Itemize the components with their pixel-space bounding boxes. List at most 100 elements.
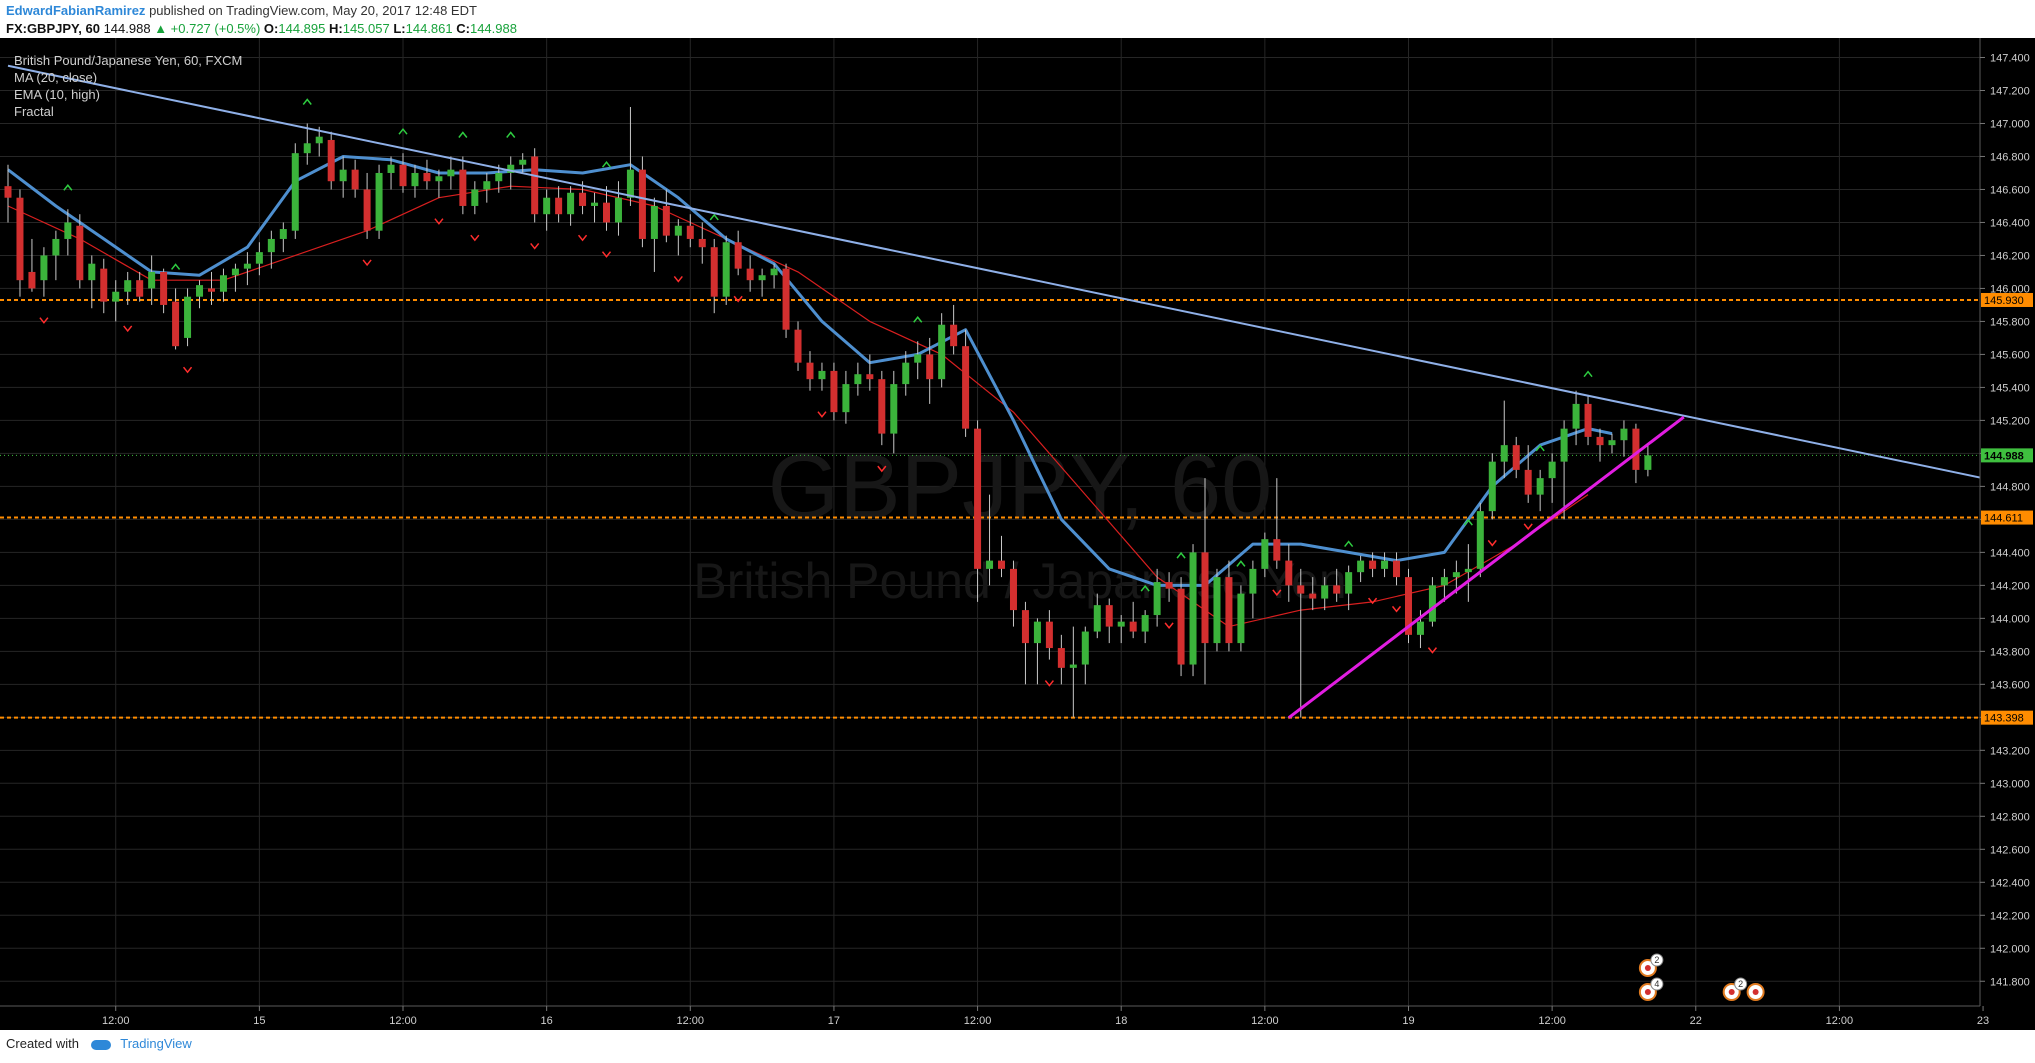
candle: [267, 230, 275, 269]
candle-body: [1069, 664, 1077, 668]
level-badge: [1981, 710, 2033, 725]
candle-body: [806, 362, 814, 380]
candle-body: [734, 242, 742, 269]
candle-body: [1345, 572, 1353, 594]
candle: [1021, 601, 1029, 685]
open-label: O:: [263, 21, 279, 36]
candle-body: [1452, 572, 1460, 578]
legend-ema[interactable]: EMA (10, high): [14, 87, 100, 102]
candle: [1608, 433, 1616, 454]
fractal-up-icon: [1176, 551, 1186, 559]
created-with-text: Created with: [6, 1036, 79, 1051]
candle: [686, 214, 694, 248]
price-scale[interactable]: 147.400 147.200 147.000 146.800 146.600 146.4…: [1980, 52, 2030, 988]
candle: [1273, 478, 1281, 569]
candle-body: [1357, 560, 1365, 573]
fractal-up-icon: [1344, 540, 1354, 548]
fractal-up-icon: [1535, 444, 1545, 452]
candle-body: [1225, 577, 1233, 644]
candle: [363, 172, 371, 239]
candle-body: [1081, 631, 1089, 665]
price-tick-label: 147.400: [1990, 52, 2030, 64]
last-price-badge: [1981, 448, 2033, 463]
candle-body: [866, 374, 874, 380]
price-tick-label: 144.000: [1990, 613, 2030, 625]
open-value: 144.895: [278, 21, 326, 36]
candle-body: [1093, 605, 1101, 632]
fractal-down-icon: [601, 251, 612, 258]
candle: [650, 197, 658, 272]
high-label: H:: [329, 21, 343, 36]
candle-body: [1297, 585, 1305, 594]
candle-body: [1285, 560, 1293, 586]
price-tick-label: 144.200: [1990, 580, 2030, 592]
candle-body: [1428, 585, 1436, 622]
candle: [591, 192, 599, 223]
candle-body: [1141, 615, 1149, 632]
candle-body: [1512, 445, 1520, 470]
candle: [1644, 443, 1652, 477]
candle-body: [543, 197, 551, 215]
candle-body: [124, 280, 132, 292]
candle: [507, 156, 515, 190]
event-dot: [1644, 965, 1651, 971]
event-marker-icon[interactable]: [1746, 983, 1765, 1001]
candle-body: [770, 268, 778, 276]
candle-body: [794, 329, 802, 363]
candle: [1057, 634, 1065, 685]
candle: [1237, 585, 1245, 652]
price-tick-label: 143.800: [1990, 646, 2030, 658]
candle: [603, 186, 610, 231]
ohlc-bar: FX:GBPJPY, 60 144.988 ▲ +0.727 (+0.5%) O…: [6, 21, 517, 36]
candle-body: [1560, 428, 1568, 462]
candle-body: [327, 139, 335, 182]
event-marker-icon[interactable]: 2: [1722, 977, 1748, 1001]
price-scale-bg[interactable]: [1980, 38, 2035, 1030]
candle-body: [495, 172, 503, 182]
candle-body: [435, 176, 443, 182]
candle: [447, 156, 455, 190]
candle-body: [291, 153, 299, 231]
candle-body: [363, 189, 371, 231]
candle-body: [1524, 469, 1532, 495]
candle-body: [243, 263, 251, 269]
candle: [1117, 615, 1125, 644]
candle: [1381, 552, 1389, 578]
candle-body: [1548, 461, 1556, 479]
candle: [782, 263, 790, 338]
price-chart[interactable]: GBPJPY, 60 British Pound / Japanese Yen …: [0, 38, 2035, 1030]
time-tick-label: 17: [828, 1015, 840, 1027]
legend-fractal[interactable]: Fractal: [14, 104, 54, 119]
candle: [1464, 544, 1472, 602]
fractal-up-icon: [170, 263, 181, 270]
last-price: 144.988: [103, 21, 151, 36]
candle-body: [40, 255, 48, 281]
candle: [878, 370, 886, 446]
event-marker-icon[interactable]: 2: [1638, 953, 1664, 977]
candle: [1476, 502, 1484, 578]
fractal-up-icon: [458, 131, 468, 138]
price-tick-label: 142.400: [1990, 877, 2030, 889]
legend-ma[interactable]: MA (20, close): [14, 70, 98, 85]
level-badge: [1981, 510, 2033, 525]
candle: [1428, 577, 1436, 627]
candle-body: [1033, 621, 1041, 644]
fractal-down-icon: [877, 465, 887, 473]
ascending-trendline: [1287, 415, 1685, 719]
event-marker-icon[interactable]: 4: [1638, 977, 1664, 1001]
fractal-down-icon: [362, 259, 372, 267]
event-dot: [1644, 989, 1651, 995]
trendlines[interactable]: [7, 64, 2035, 719]
candle: [854, 362, 862, 396]
tradingview-link[interactable]: TradingView: [120, 1036, 192, 1051]
candle-body: [136, 280, 144, 297]
candle-body: [710, 247, 718, 297]
candle-body: [1416, 621, 1424, 635]
candle: [950, 304, 958, 355]
candle-body: [1261, 539, 1269, 569]
candle: [758, 268, 766, 297]
time-scale[interactable]: 12:00 15 12:00 16 12:00 17 12:00 18 12:00 19 12:00…: [102, 1006, 2035, 1027]
candle-body: [112, 291, 120, 302]
candle: [28, 238, 36, 292]
author-link[interactable]: EdwardFabianRamirez: [6, 3, 146, 18]
